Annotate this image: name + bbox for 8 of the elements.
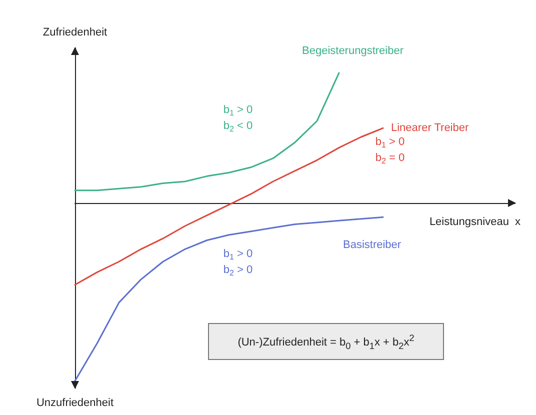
text: Unzufriedenheit [36,397,114,409]
series-label: Linearer Treiber [391,122,469,134]
y-axis-title: Zufriedenheit [42,26,108,38]
x-axis-title: Leistungsniveau x [429,216,522,228]
annotation: (Un-)Zufriedenheit = b$_{0}$ + b$_{1}$x + b$_{2}$x$^{2}$ [238,332,414,350]
formula-box: (Un-)Zufriedenheit = b$_{0}$ + b$_{1}$x + b$_{2}$x$^{2}$ [208,323,444,360]
series-label: Basistreiber [343,239,402,252]
text: Begeisterungstreiber [302,44,404,57]
